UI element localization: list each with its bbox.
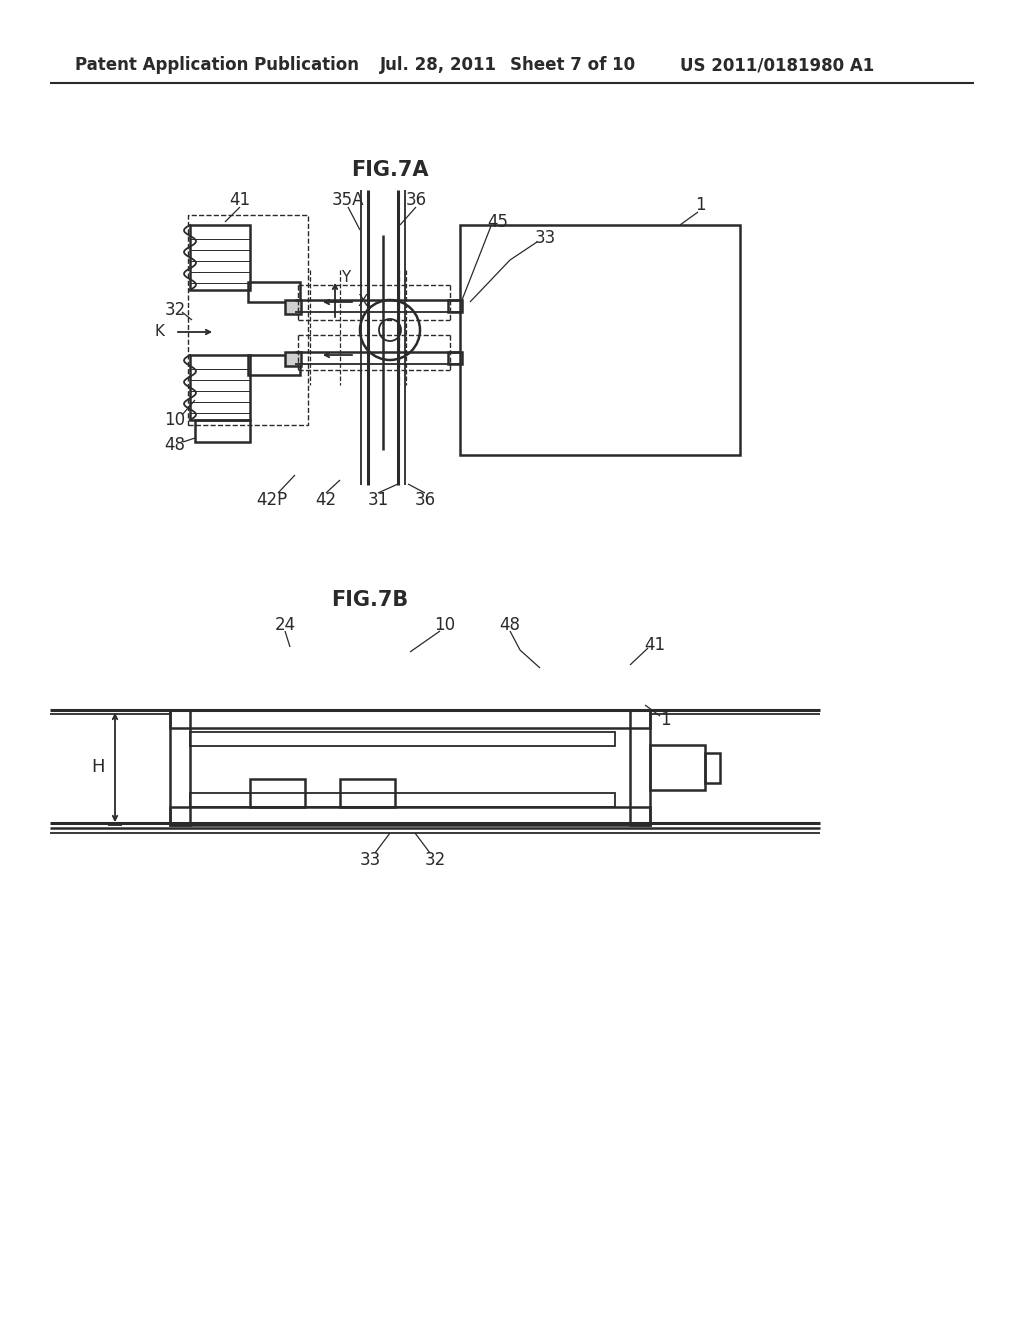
Bar	[285, 352, 301, 366]
Bar	[250, 779, 305, 807]
Text: Sheet 7 of 10: Sheet 7 of 10	[510, 55, 635, 74]
Bar	[449, 300, 462, 312]
Bar	[449, 352, 462, 364]
Text: 42P: 42P	[256, 491, 288, 510]
Text: 45: 45	[487, 213, 509, 231]
Text: 1: 1	[659, 711, 671, 729]
Text: Jul. 28, 2011: Jul. 28, 2011	[380, 55, 497, 74]
Bar	[460, 224, 740, 455]
Bar	[190, 793, 615, 807]
Text: 31: 31	[368, 491, 389, 510]
Text: Y: Y	[341, 269, 350, 285]
Text: 36: 36	[406, 191, 427, 209]
Bar	[190, 224, 250, 290]
Text: 10: 10	[165, 411, 185, 429]
Text: 10: 10	[434, 616, 456, 634]
Text: 32: 32	[424, 851, 445, 869]
Bar	[248, 355, 300, 375]
Text: 48: 48	[165, 436, 185, 454]
Text: 24: 24	[274, 616, 296, 634]
Text: US 2011/0181980 A1: US 2011/0181980 A1	[680, 55, 874, 74]
Bar	[248, 282, 300, 302]
Text: 48: 48	[500, 616, 520, 634]
Text: Patent Application Publication: Patent Application Publication	[75, 55, 359, 74]
Text: FIG.7B: FIG.7B	[332, 590, 409, 610]
Text: 33: 33	[359, 851, 381, 869]
Bar	[170, 710, 650, 729]
Text: 33: 33	[535, 228, 556, 247]
Text: 35A: 35A	[332, 191, 365, 209]
Text: 42: 42	[315, 491, 337, 510]
Bar	[285, 300, 301, 314]
Bar	[630, 710, 650, 825]
Bar	[340, 779, 395, 807]
Text: K: K	[155, 325, 165, 339]
Bar	[170, 807, 650, 825]
Text: 41: 41	[644, 636, 666, 653]
Text: 36: 36	[415, 491, 435, 510]
Bar	[170, 710, 190, 825]
Text: 1: 1	[694, 195, 706, 214]
Text: FIG.7A: FIG.7A	[351, 160, 429, 180]
Text: H: H	[91, 759, 105, 776]
Bar	[190, 355, 250, 420]
Bar	[705, 752, 720, 783]
Text: X: X	[358, 294, 369, 309]
Bar	[195, 420, 250, 442]
Text: 32: 32	[165, 301, 185, 319]
Text: 41: 41	[229, 191, 251, 209]
Bar	[650, 744, 705, 789]
Bar	[190, 733, 615, 746]
Bar	[188, 215, 308, 425]
